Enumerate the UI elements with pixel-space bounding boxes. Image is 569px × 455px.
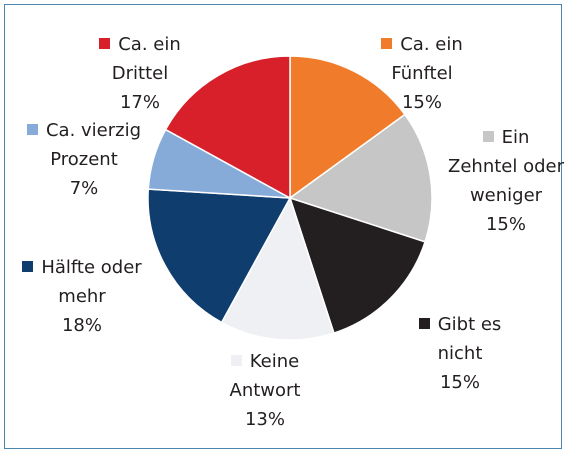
legend-swatch xyxy=(230,355,242,366)
category-line: Ca. ein Fünftel xyxy=(367,30,477,88)
legend-swatch xyxy=(381,38,393,49)
category-label: Gibt es nicht xyxy=(437,314,502,364)
pie-slice xyxy=(147,188,292,324)
category-label: Keine Antwort xyxy=(229,351,301,401)
value-label: 15% xyxy=(439,372,480,393)
category-line: Ein Zehntel oder weniger xyxy=(446,123,566,210)
value-label: 13% xyxy=(244,409,285,430)
slice-label: Hälfte oder mehr 18% xyxy=(7,253,157,340)
value-label: 7% xyxy=(69,178,99,199)
value-label: 17% xyxy=(119,92,160,113)
pie-slice xyxy=(288,196,426,334)
slice-label: Ein Zehntel oder weniger 15% xyxy=(446,123,566,239)
slice-label: Ca. ein Drittel 17% xyxy=(80,30,200,117)
slice-label: Gibt es nicht 15% xyxy=(405,310,515,397)
slice-label: Keine Antwort 13% xyxy=(200,347,330,434)
legend-swatch xyxy=(482,131,494,142)
legend-swatch xyxy=(99,38,111,49)
category-label: Ein Zehntel oder weniger xyxy=(448,127,564,206)
legend-swatch xyxy=(26,124,38,135)
category-line: Ca. ein Drittel xyxy=(80,30,200,88)
category-line: Ca. vierzig Prozent xyxy=(9,116,159,174)
frame xyxy=(4,4,562,449)
pie-slice xyxy=(289,55,406,200)
category-label: Ca. ein Drittel xyxy=(111,34,181,84)
category-line: Hälfte oder mehr xyxy=(7,253,157,311)
category-line: Keine Antwort xyxy=(200,347,330,405)
pie-slice xyxy=(288,113,433,243)
category-line: Gibt es nicht xyxy=(405,310,515,368)
legend-swatch xyxy=(418,318,430,329)
value-label: 15% xyxy=(485,214,526,235)
category-label: Ca. ein Fünftel xyxy=(391,34,463,84)
category-label: Ca. vierzig Prozent xyxy=(45,120,142,170)
legend-swatch xyxy=(22,261,34,272)
category-label: Hälfte oder mehr xyxy=(41,257,142,307)
value-label: 18% xyxy=(61,315,102,336)
slice-label: Ca. ein Fünftel 15% xyxy=(367,30,477,117)
slice-label: Ca. vierzig Prozent 7% xyxy=(9,116,159,203)
pie-slice xyxy=(220,196,335,341)
pie-slice xyxy=(164,55,291,200)
value-label: 15% xyxy=(401,92,442,113)
